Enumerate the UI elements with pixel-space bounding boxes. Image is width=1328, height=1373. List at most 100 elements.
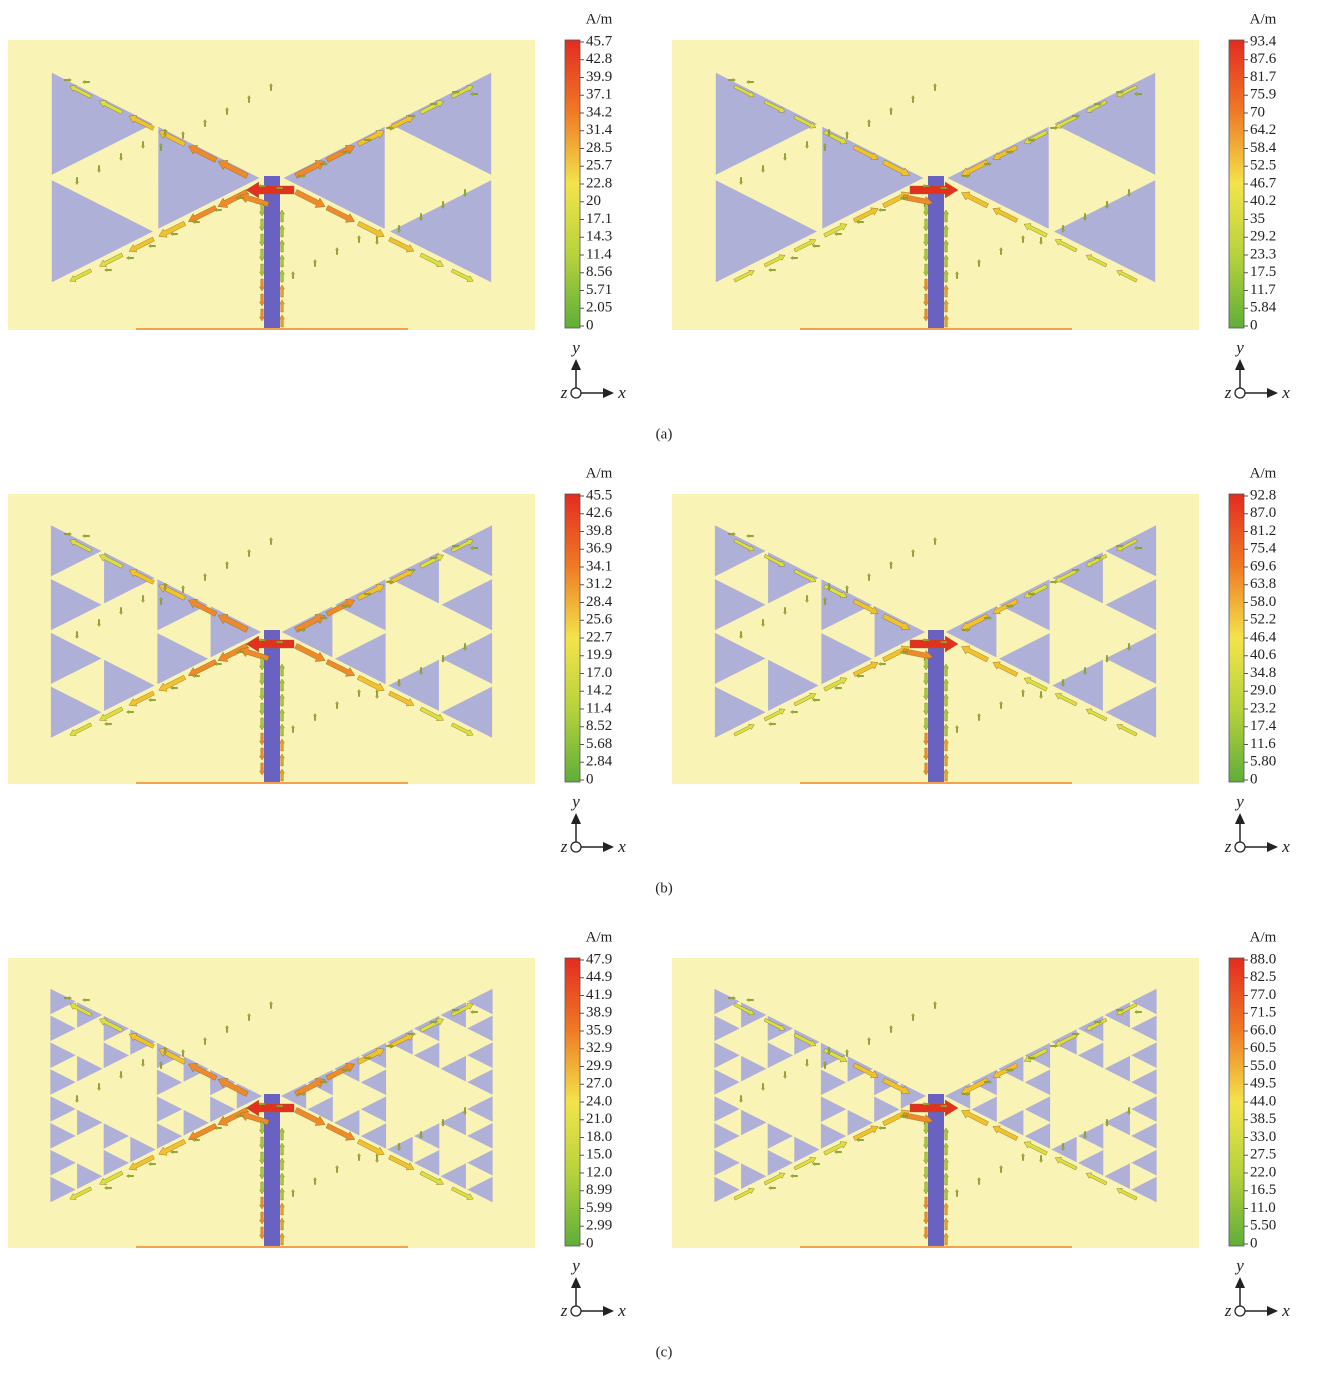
axis-z-label: z (560, 383, 568, 402)
colorbar-label: 11.4 (586, 700, 612, 716)
axis-y-label: y (1234, 338, 1244, 357)
figure: A/m45.742.839.937.134.231.428.525.722.82… (0, 0, 1328, 1373)
axis-origin (571, 842, 581, 852)
axis-z-label: z (1224, 837, 1232, 856)
colorbar-label: 38.5 (1250, 1111, 1276, 1127)
panel-label: (a) (656, 426, 673, 442)
feed-line (264, 1094, 280, 1248)
colorbar-label: 11.7 (1250, 282, 1276, 298)
feed-line (264, 630, 280, 784)
colorbar-label: 46.7 (1250, 175, 1277, 191)
field-plot (8, 494, 535, 784)
axis-z-label: z (560, 837, 568, 856)
colorbar-unit: A/m (586, 465, 613, 481)
axis-x-head (1267, 1306, 1278, 1316)
field-plot (8, 958, 535, 1248)
colorbar-label: 71.5 (1250, 1005, 1276, 1021)
colorbar-label: 17.5 (1250, 264, 1276, 280)
colorbar-label: 55.0 (1250, 1058, 1276, 1074)
colorbar-label: 27.0 (586, 1076, 612, 1092)
colorbar-label: 39.9 (586, 69, 612, 85)
colorbar-label: 0 (1250, 771, 1258, 787)
colorbar-unit: A/m (586, 11, 613, 27)
colorbar-label: 34.1 (586, 558, 612, 574)
colorbar-label: 14.3 (586, 229, 612, 245)
colorbar-label: 52.5 (1250, 158, 1276, 174)
colorbar-label: 58.4 (1250, 140, 1277, 156)
feed-line (264, 176, 280, 330)
colorbar-label: 45.5 (586, 487, 612, 503)
axis-x-head (1267, 842, 1278, 852)
colorbar-label: 64.2 (1250, 122, 1276, 138)
colorbar-label: 19.9 (586, 647, 612, 663)
colorbar-label: 22.7 (586, 629, 613, 645)
colorbar-label: 25.6 (586, 612, 613, 628)
colorbar-label: 0 (586, 771, 594, 787)
colorbar-label: 2.84 (586, 754, 613, 770)
colorbar-label: 87.0 (1250, 505, 1276, 521)
colorbar-label: 39.8 (586, 523, 612, 539)
colorbar-label: 32.9 (586, 1040, 612, 1056)
colorbar-label: 21.0 (586, 1111, 612, 1127)
axis-z-label: z (1224, 1301, 1232, 1320)
colorbar-label: 8.56 (586, 264, 613, 280)
colorbar-label: 18.0 (586, 1129, 612, 1145)
feed-line (928, 176, 944, 330)
axis-y-label: y (570, 792, 580, 811)
colorbar-label: 35 (1250, 211, 1265, 227)
field-plot (672, 494, 1199, 784)
axis-x-head (603, 842, 614, 852)
colorbar (1229, 40, 1244, 328)
axis-x-label: x (617, 1301, 626, 1320)
panel-label: (b) (655, 880, 673, 896)
colorbar-label: 11.4 (586, 246, 612, 262)
axis-y-head (571, 359, 581, 370)
colorbar-label: 5.71 (586, 282, 612, 298)
colorbar-label: 22.0 (1250, 1164, 1276, 1180)
colorbar-label: 24.0 (586, 1093, 612, 1109)
colorbar-unit: A/m (1250, 11, 1277, 27)
colorbar-label: 25.7 (586, 158, 613, 174)
colorbar-label: 82.5 (1250, 969, 1276, 985)
field-plot (672, 40, 1199, 330)
axis-z-label: z (1224, 383, 1232, 402)
colorbar-label: 42.6 (586, 505, 613, 521)
colorbar-label: 29.9 (586, 1058, 612, 1074)
feed-line (928, 630, 944, 784)
colorbar-label: 69.6 (1250, 558, 1277, 574)
colorbar-label: 28.4 (586, 594, 613, 610)
colorbar-label: 70 (1250, 104, 1265, 120)
colorbar (565, 494, 580, 782)
colorbar-label: 37.1 (586, 87, 612, 103)
colorbar-label: 33.0 (1250, 1129, 1276, 1145)
axis-origin (571, 388, 581, 398)
colorbar-label: 31.4 (586, 122, 613, 138)
axis-origin (1235, 388, 1245, 398)
field-plot (672, 958, 1199, 1248)
colorbar-label: 31.2 (586, 576, 612, 592)
feed-line (928, 1094, 944, 1248)
colorbar-label: 88.0 (1250, 951, 1276, 967)
colorbar-label: 5.84 (1250, 300, 1277, 316)
colorbar-unit: A/m (1250, 465, 1277, 481)
colorbar-label: 92.8 (1250, 487, 1276, 503)
colorbar-label: 81.2 (1250, 523, 1276, 539)
axis-x-label: x (617, 383, 626, 402)
colorbar-label: 87.6 (1250, 51, 1277, 67)
colorbar-label: 38.9 (586, 1005, 612, 1021)
colorbar-label: 23.3 (1250, 246, 1276, 262)
axis-y-label: y (570, 1256, 580, 1275)
colorbar-label: 49.5 (1250, 1076, 1276, 1092)
axis-y-label: y (1234, 1256, 1244, 1275)
colorbar-label: 5.99 (586, 1200, 612, 1216)
colorbar (565, 958, 580, 1246)
colorbar (565, 40, 580, 328)
axis-origin (1235, 1306, 1245, 1316)
colorbar-label: 14.2 (586, 683, 612, 699)
colorbar-label: 36.9 (586, 541, 612, 557)
colorbar-label: 0 (1250, 317, 1258, 333)
colorbar-label: 0 (586, 1235, 594, 1251)
axis-y-label: y (570, 338, 580, 357)
colorbar-label: 29.0 (1250, 683, 1276, 699)
axis-x-head (1267, 388, 1278, 398)
